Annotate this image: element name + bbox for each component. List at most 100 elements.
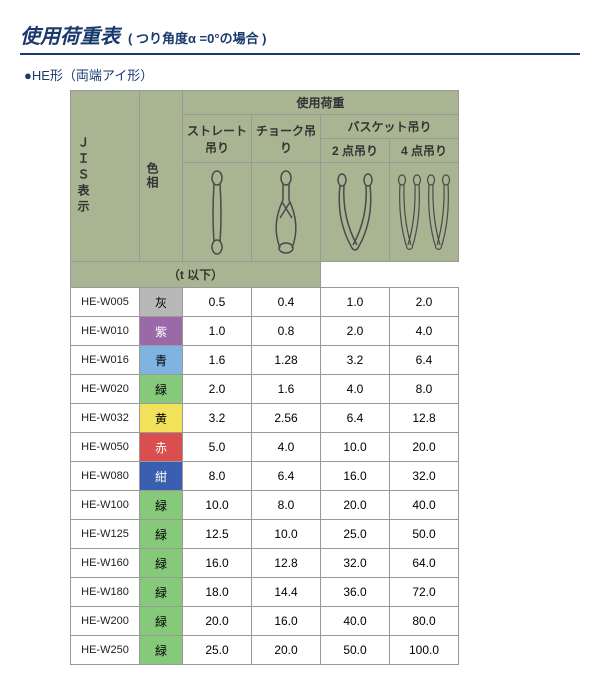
- value-cell: 40.0: [390, 491, 459, 520]
- value-cell: 14.4: [252, 578, 321, 607]
- table-row: HE-W010紫1.00.82.04.0: [71, 317, 459, 346]
- value-cell: 16.0: [252, 607, 321, 636]
- value-cell: 20.0: [321, 491, 390, 520]
- table-row: HE-W005灰0.50.41.02.0: [71, 288, 459, 317]
- value-cell: 5.0: [183, 433, 252, 462]
- color-cell: 緑: [140, 520, 183, 549]
- value-cell: 4.0: [390, 317, 459, 346]
- jis-code: HE-W016: [71, 346, 140, 375]
- jis-code: HE-W100: [71, 491, 140, 520]
- choke-header: チョーク吊り: [252, 115, 321, 163]
- value-cell: 18.0: [183, 578, 252, 607]
- value-cell: 12.8: [252, 549, 321, 578]
- table-row: HE-W180緑18.014.436.072.0: [71, 578, 459, 607]
- four-point-icon: [390, 163, 459, 262]
- title-row: 使用荷重表 ( つり角度α =0°の場合 ): [20, 20, 580, 55]
- value-cell: 12.8: [390, 404, 459, 433]
- color-cell: 緑: [140, 636, 183, 665]
- table-row: HE-W032黄3.22.566.412.8: [71, 404, 459, 433]
- value-cell: 1.6: [252, 375, 321, 404]
- value-cell: 100.0: [390, 636, 459, 665]
- basket-header: バスケット吊り: [321, 115, 459, 139]
- color-cell: 黄: [140, 404, 183, 433]
- color-cell: 青: [140, 346, 183, 375]
- color-cell: 紫: [140, 317, 183, 346]
- value-cell: 3.2: [183, 404, 252, 433]
- form-label: ●HE形（両端アイ形）: [24, 65, 580, 84]
- value-cell: 1.0: [183, 317, 252, 346]
- value-cell: 1.28: [252, 346, 321, 375]
- jis-code: HE-W020: [71, 375, 140, 404]
- value-cell: 10.0: [321, 433, 390, 462]
- table-row: HE-W160緑16.012.832.064.0: [71, 549, 459, 578]
- value-cell: 20.0: [183, 607, 252, 636]
- table-row: HE-W200緑20.016.040.080.0: [71, 607, 459, 636]
- four-point-header: 4 点吊り: [390, 139, 459, 163]
- value-cell: 10.0: [183, 491, 252, 520]
- value-cell: 6.4: [321, 404, 390, 433]
- jis-code: HE-W032: [71, 404, 140, 433]
- load-header: 使用荷重: [183, 91, 459, 115]
- table-row: HE-W020緑2.01.64.08.0: [71, 375, 459, 404]
- value-cell: 2.56: [252, 404, 321, 433]
- value-cell: 10.0: [252, 520, 321, 549]
- value-cell: 25.0: [183, 636, 252, 665]
- value-cell: 8.0: [183, 462, 252, 491]
- color-cell: 緑: [140, 375, 183, 404]
- jis-code: HE-W125: [71, 520, 140, 549]
- table-row: HE-W250緑25.020.050.0100.0: [71, 636, 459, 665]
- value-cell: 1.6: [183, 346, 252, 375]
- value-cell: 20.0: [252, 636, 321, 665]
- color-cell: 緑: [140, 549, 183, 578]
- straight-header: ストレート吊り: [183, 115, 252, 163]
- value-cell: 6.4: [390, 346, 459, 375]
- value-cell: 4.0: [252, 433, 321, 462]
- value-cell: 80.0: [390, 607, 459, 636]
- straight-icon: [183, 163, 252, 262]
- value-cell: 72.0: [390, 578, 459, 607]
- value-cell: 2.0: [390, 288, 459, 317]
- value-cell: 3.2: [321, 346, 390, 375]
- color-cell: 赤: [140, 433, 183, 462]
- two-point-icon: [321, 163, 390, 262]
- jis-header: ＪＩＳ表示: [71, 91, 140, 262]
- value-cell: 16.0: [183, 549, 252, 578]
- value-cell: 0.5: [183, 288, 252, 317]
- table-row: HE-W016青1.61.283.26.4: [71, 346, 459, 375]
- jis-code: HE-W200: [71, 607, 140, 636]
- jis-code: HE-W250: [71, 636, 140, 665]
- value-cell: 0.4: [252, 288, 321, 317]
- jis-code: HE-W005: [71, 288, 140, 317]
- table-row: HE-W125緑12.510.025.050.0: [71, 520, 459, 549]
- two-point-header: 2 点吊り: [321, 139, 390, 163]
- value-cell: 6.4: [252, 462, 321, 491]
- jis-code: HE-W180: [71, 578, 140, 607]
- table-row: HE-W080紺8.06.416.032.0: [71, 462, 459, 491]
- value-cell: 50.0: [390, 520, 459, 549]
- value-cell: 8.0: [252, 491, 321, 520]
- value-cell: 40.0: [321, 607, 390, 636]
- color-cell: 緑: [140, 607, 183, 636]
- value-cell: 16.0: [321, 462, 390, 491]
- value-cell: 64.0: [390, 549, 459, 578]
- page-title: 使用荷重表: [20, 20, 120, 49]
- value-cell: 2.0: [183, 375, 252, 404]
- color-header: 色相: [140, 91, 183, 262]
- choke-icon: [252, 163, 321, 262]
- value-cell: 50.0: [321, 636, 390, 665]
- color-cell: 紺: [140, 462, 183, 491]
- value-cell: 36.0: [321, 578, 390, 607]
- value-cell: 4.0: [321, 375, 390, 404]
- color-cell: 緑: [140, 578, 183, 607]
- color-cell: 灰: [140, 288, 183, 317]
- jis-code: HE-W160: [71, 549, 140, 578]
- page-subtitle: ( つり角度α =0°の場合 ): [128, 28, 267, 47]
- jis-code: HE-W080: [71, 462, 140, 491]
- table-row: HE-W050赤5.04.010.020.0: [71, 433, 459, 462]
- value-cell: 25.0: [321, 520, 390, 549]
- value-cell: 8.0: [390, 375, 459, 404]
- value-cell: 32.0: [321, 549, 390, 578]
- jis-code: HE-W050: [71, 433, 140, 462]
- color-cell: 緑: [140, 491, 183, 520]
- value-cell: 12.5: [183, 520, 252, 549]
